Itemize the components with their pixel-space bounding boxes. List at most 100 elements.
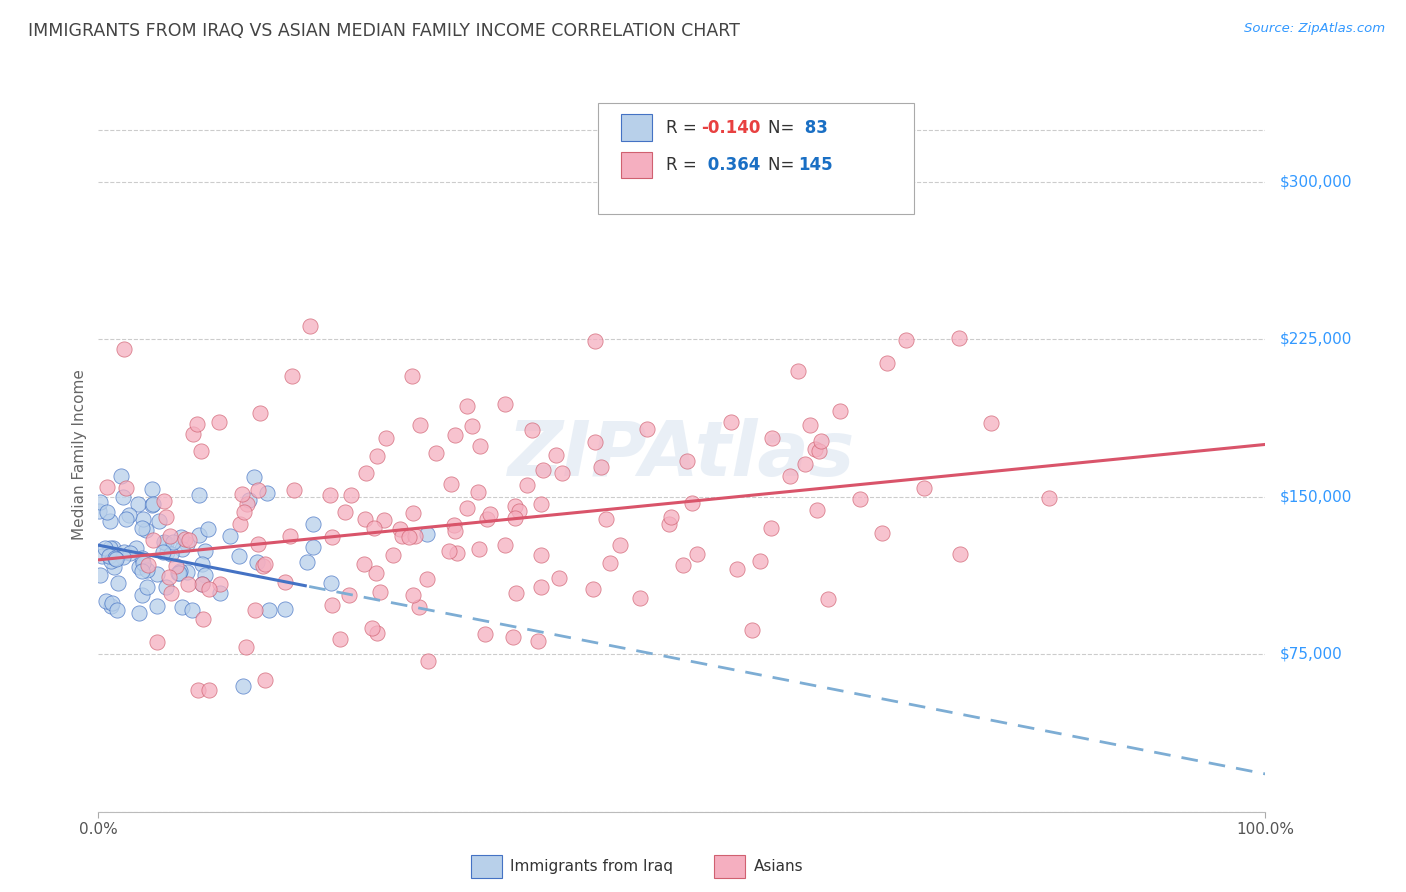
Point [162, 535, 184, 549]
Point [181, 602, 204, 616]
Point [97, 549, 120, 563]
Point [628, 591, 651, 605]
Point [681, 496, 703, 510]
Point [583, 334, 606, 348]
Point [281, 369, 304, 384]
Point [416, 527, 439, 541]
Point [187, 528, 209, 542]
Point [135, 524, 157, 538]
Point [190, 576, 212, 591]
Point [329, 632, 352, 647]
Point [299, 319, 322, 334]
Point [686, 548, 709, 562]
Point [749, 554, 772, 568]
Point [337, 588, 360, 602]
Point [460, 418, 482, 433]
Point [468, 541, 491, 556]
Point [804, 442, 827, 457]
Point [112, 545, 135, 559]
Point [373, 513, 395, 527]
Point [354, 512, 377, 526]
Point [186, 417, 208, 431]
Point [138, 558, 160, 573]
Point [658, 516, 681, 531]
Point [111, 490, 134, 504]
Point [437, 543, 460, 558]
Point [522, 423, 544, 437]
Point [148, 514, 170, 528]
Point [124, 541, 146, 556]
Point [152, 545, 174, 559]
Point [96, 504, 118, 518]
Point [228, 549, 250, 563]
Point [876, 355, 898, 369]
Point [107, 575, 129, 590]
Point [253, 673, 276, 687]
Point [170, 599, 193, 614]
Point [503, 499, 526, 513]
Point [256, 486, 278, 500]
Point [353, 557, 375, 571]
Point [115, 481, 138, 495]
Point [494, 538, 516, 552]
Text: N=: N= [768, 119, 799, 136]
Point [233, 505, 256, 519]
Point [208, 586, 231, 600]
Point [302, 517, 325, 532]
Point [870, 525, 893, 540]
Point [87, 504, 110, 518]
Point [360, 621, 382, 635]
Text: R =: R = [666, 119, 703, 136]
Y-axis label: Median Family Income: Median Family Income [72, 369, 87, 541]
Point [191, 577, 214, 591]
Point [366, 449, 388, 463]
Point [145, 566, 167, 581]
Point [253, 557, 276, 571]
Point [787, 364, 810, 378]
Point [381, 548, 404, 562]
Point [249, 406, 271, 420]
Point [229, 517, 252, 532]
Point [416, 654, 439, 668]
Point [197, 523, 219, 537]
Point [530, 497, 553, 511]
Point [806, 503, 828, 517]
Point [388, 522, 411, 536]
Point [89, 494, 111, 508]
Point [416, 573, 439, 587]
Point [443, 517, 465, 532]
Point [190, 443, 212, 458]
Point [94, 541, 117, 555]
Point [131, 588, 153, 602]
Point [467, 485, 489, 500]
Point [319, 575, 342, 590]
Point [197, 582, 219, 596]
Point [544, 449, 567, 463]
Point [274, 602, 297, 616]
Point [166, 566, 188, 581]
Text: IMMIGRANTS FROM IRAQ VS ASIAN MEDIAN FAMILY INCOME CORRELATION CHART: IMMIGRANTS FROM IRAQ VS ASIAN MEDIAN FAM… [28, 22, 740, 40]
Point [274, 574, 297, 589]
Point [425, 446, 447, 460]
Point [110, 468, 132, 483]
Point [516, 478, 538, 492]
Point [443, 427, 465, 442]
Point [456, 500, 478, 515]
Point [105, 603, 128, 617]
Point [118, 546, 141, 560]
Point [155, 510, 177, 524]
Point [810, 434, 832, 449]
Point [191, 558, 214, 572]
Point [321, 598, 343, 612]
Point [100, 554, 122, 568]
Point [127, 497, 149, 511]
Text: 0.364: 0.364 [702, 156, 761, 174]
Text: -0.140: -0.140 [702, 119, 761, 136]
Point [531, 462, 554, 476]
Point [208, 415, 231, 429]
Point [153, 494, 176, 508]
Point [980, 417, 1002, 431]
Point [505, 586, 527, 600]
Point [167, 566, 190, 580]
Point [246, 555, 269, 569]
